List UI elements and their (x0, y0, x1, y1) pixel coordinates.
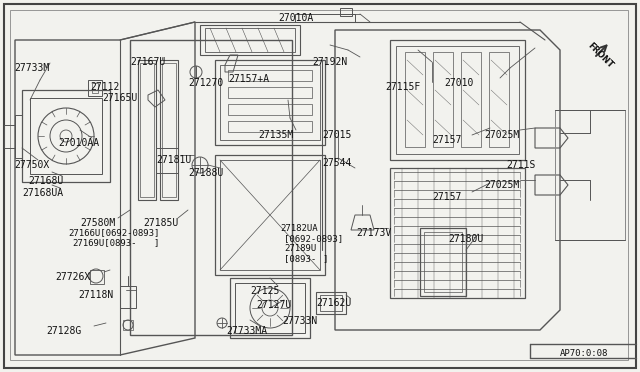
Text: 27580M: 27580M (80, 218, 115, 228)
Bar (160, 60, 178, 200)
Bar (228, 104, 312, 115)
Text: 27185U: 27185U (143, 218, 179, 228)
Text: 271270: 271270 (188, 78, 223, 88)
Bar (320, 295, 342, 311)
Text: ]: ] (153, 238, 158, 247)
Bar (88, 80, 102, 96)
Text: 27544: 27544 (322, 158, 351, 168)
Text: 27025M: 27025M (484, 130, 519, 140)
Text: 27025M: 27025M (484, 180, 519, 190)
Text: 27182UA: 27182UA (280, 224, 317, 233)
Bar (220, 160, 320, 270)
Bar (138, 60, 156, 200)
Bar (200, 25, 300, 55)
Bar (228, 87, 312, 98)
Bar (390, 168, 525, 298)
Text: 27180U: 27180U (448, 234, 483, 244)
Text: 27188U: 27188U (188, 168, 223, 178)
Text: 27167U: 27167U (130, 57, 165, 67)
Bar (120, 286, 136, 308)
Bar (123, 320, 133, 330)
Text: 27189U: 27189U (284, 244, 316, 253)
Text: AP70:0:08: AP70:0:08 (560, 349, 609, 358)
Bar (215, 155, 325, 275)
Bar (30, 98, 102, 174)
Bar (90, 270, 104, 284)
Bar (22, 90, 110, 182)
Text: 27750X: 27750X (14, 160, 49, 170)
Bar (130, 40, 292, 335)
Text: 27162U: 27162U (316, 298, 351, 308)
Bar (396, 46, 519, 154)
Bar (220, 65, 320, 140)
Text: 27181U: 27181U (156, 155, 191, 165)
Text: 27128G: 27128G (46, 326, 81, 336)
Bar (390, 40, 525, 160)
Text: 27127U: 27127U (256, 300, 291, 310)
Bar (405, 52, 425, 147)
Text: 27168UA: 27168UA (22, 188, 63, 198)
Bar (420, 228, 466, 296)
Text: 27168U: 27168U (28, 176, 63, 186)
Bar (235, 283, 305, 333)
Text: ]: ] (322, 254, 328, 263)
Text: 27166U[0692-0893]: 27166U[0692-0893] (68, 228, 159, 237)
Text: 27135M: 27135M (258, 130, 293, 140)
Bar (162, 63, 176, 197)
Bar (228, 70, 312, 81)
Text: 27733MA: 27733MA (226, 326, 267, 336)
Text: 27169U[0893-: 27169U[0893- (72, 238, 136, 247)
Text: 27118N: 27118N (78, 290, 113, 300)
Text: 27733M: 27733M (14, 63, 49, 73)
Bar (489, 52, 509, 147)
Text: 27010A: 27010A (278, 13, 313, 23)
Text: 27010AA: 27010AA (58, 138, 99, 148)
Bar (316, 292, 346, 314)
Text: 27165U: 27165U (102, 93, 137, 103)
Bar (92, 83, 98, 93)
Bar (555, 110, 625, 240)
Text: 2711S: 2711S (506, 160, 536, 170)
Text: 27157: 27157 (432, 192, 461, 202)
Text: 27125: 27125 (250, 286, 280, 296)
Text: 27010: 27010 (444, 78, 474, 88)
Bar (424, 232, 462, 292)
Bar (215, 60, 325, 145)
Text: 27115F: 27115F (385, 82, 420, 92)
Text: 27173V: 27173V (356, 228, 391, 238)
Text: 27015: 27015 (322, 130, 351, 140)
Text: 27157+A: 27157+A (228, 74, 269, 84)
Text: 27192N: 27192N (312, 57, 348, 67)
Text: 27157: 27157 (432, 135, 461, 145)
Text: [0893-: [0893- (284, 254, 316, 263)
Text: 27733N: 27733N (282, 316, 317, 326)
Bar (205, 28, 295, 52)
Bar (228, 121, 312, 132)
Bar (230, 278, 310, 338)
Bar (433, 52, 453, 147)
Bar (461, 52, 481, 147)
Text: [0692-0893]: [0692-0893] (284, 234, 343, 243)
Bar (140, 63, 154, 197)
Text: 27726X: 27726X (55, 272, 90, 282)
Text: FRONT: FRONT (586, 42, 614, 71)
Bar (340, 8, 352, 16)
Text: 27112: 27112 (90, 82, 120, 92)
Bar (156, 148, 178, 173)
